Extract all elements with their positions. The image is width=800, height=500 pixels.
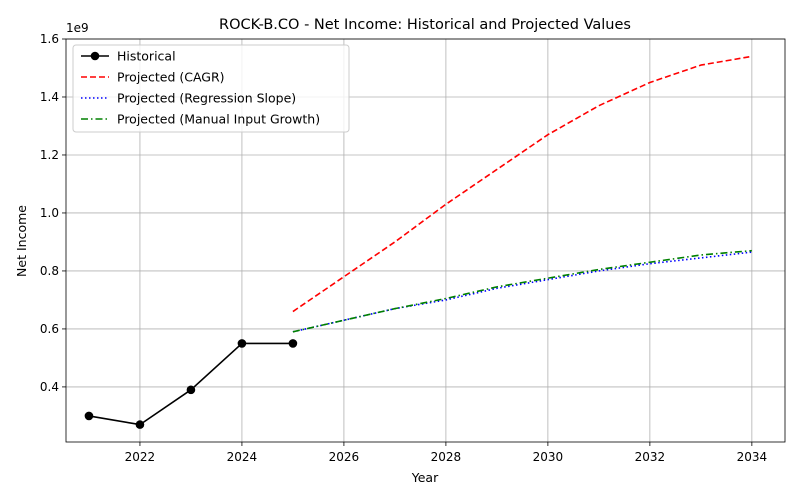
series-line-1: [292, 55, 752, 313]
legend-label-3: Projected (Manual Input Growth): [117, 112, 320, 127]
x-tick-label: 2022: [125, 450, 156, 464]
legend-label-0: Historical: [117, 49, 176, 64]
x-tick-label: 2034: [737, 450, 768, 464]
chart-title: ROCK-B.CO - Net Income: Historical and P…: [219, 17, 631, 33]
data-point: [237, 339, 247, 348]
x-axis-label: Year: [411, 470, 439, 485]
y-offset-label: 1e9: [66, 21, 89, 35]
legend: Historical Projected (CAGR) Projected (Reg…: [72, 44, 350, 133]
y-tick-label: 1.0: [40, 206, 59, 220]
y-tick-label: 0.4: [40, 380, 59, 394]
series-line-3: [292, 249, 752, 333]
x-tick-label: 2032: [635, 450, 666, 464]
y-axis-label: Net Income: [14, 205, 29, 277]
y-tick-label: 1.4: [40, 90, 59, 104]
y-tick-label: 0.8: [40, 264, 59, 278]
legend-marker: [90, 51, 100, 61]
x-tick-label: 2028: [431, 450, 462, 464]
y-tick-label: 1.2: [40, 148, 59, 162]
x-tick-label: 2024: [227, 450, 258, 464]
x-tick-label: 2030: [533, 450, 564, 464]
data-point: [288, 339, 298, 348]
axes-frame: [65, 38, 786, 443]
data-point: [135, 420, 145, 429]
x-tick-label: 2026: [329, 450, 360, 464]
legend-label-2: Projected (Regression Slope): [117, 91, 296, 106]
y-tick-label: 0.6: [40, 322, 59, 336]
data-point: [84, 411, 94, 421]
legend-box: [72, 44, 350, 133]
series-line-2: [292, 251, 752, 333]
data-point: [186, 385, 196, 395]
y-tick-label: 1.6: [40, 32, 59, 46]
legend-label-1: Projected (CAGR): [117, 70, 225, 85]
